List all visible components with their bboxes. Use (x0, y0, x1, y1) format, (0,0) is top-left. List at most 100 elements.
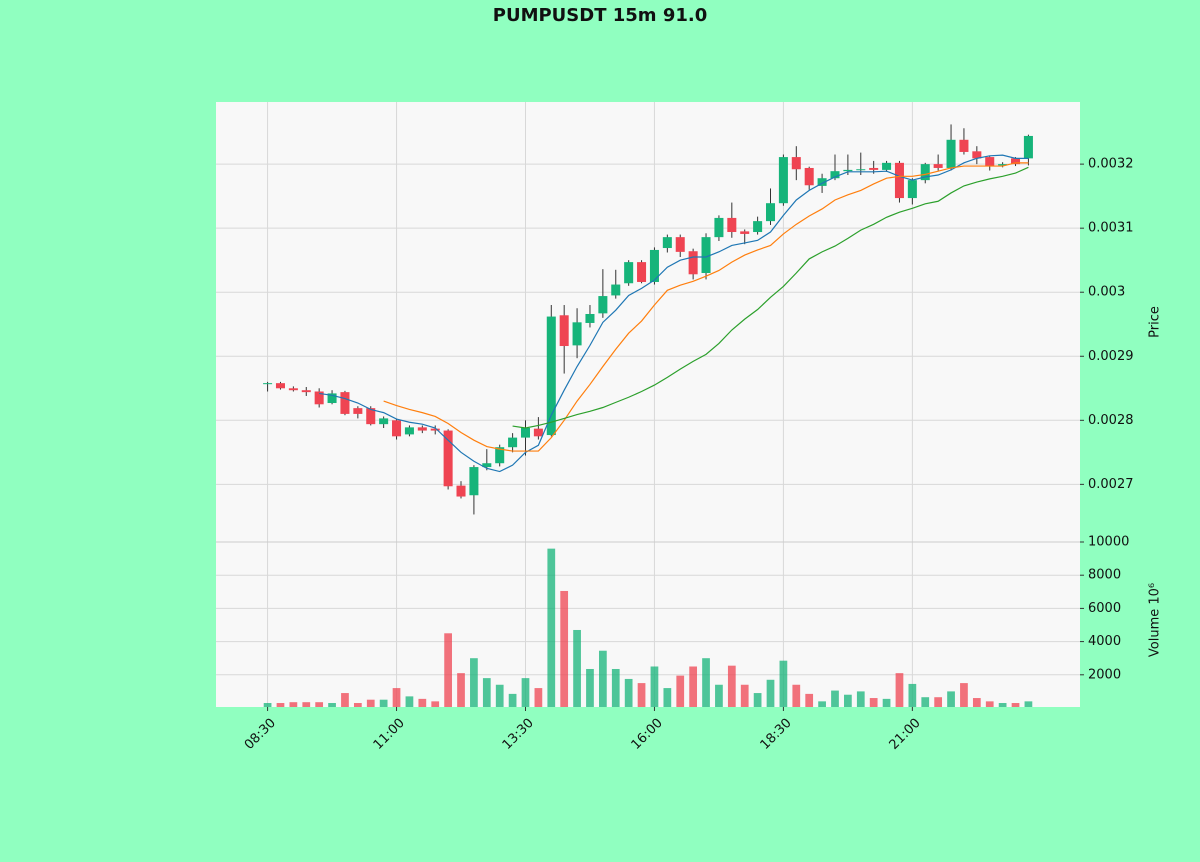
candle-body (263, 383, 273, 385)
volume-bar (766, 679, 775, 707)
candle-body (843, 169, 853, 172)
candle-body (469, 467, 479, 496)
candle-body (1011, 158, 1021, 165)
candle-body (340, 392, 350, 414)
candle-body (959, 139, 969, 152)
candle-body (379, 418, 389, 425)
volume-bar (921, 697, 930, 707)
volume-bar (534, 688, 543, 707)
candle-body (585, 313, 595, 323)
volume-bar (328, 703, 336, 707)
volume-axis-label: Volume 10⁶ (1148, 583, 1163, 657)
volume-bar (598, 650, 607, 707)
volume-bar (998, 703, 1007, 707)
candle-body (688, 251, 698, 275)
volume-bar (856, 691, 865, 707)
volume-bar (547, 548, 556, 707)
moving-average-line (383, 162, 1029, 452)
volume-bar (805, 693, 814, 707)
candle-body (482, 463, 492, 468)
candle-body (314, 391, 324, 405)
candle-body (830, 171, 840, 179)
candle-body (907, 180, 917, 199)
volume-bar (715, 684, 723, 707)
volume-bar (431, 701, 440, 707)
moving-average-line (319, 154, 1029, 473)
candle-body (894, 162, 904, 199)
volume-bar (650, 666, 659, 707)
volume-bar (985, 701, 994, 707)
candle-body (791, 157, 801, 170)
volume-bar (624, 678, 633, 707)
candle-body (882, 162, 892, 170)
y-tick-label: 10000 (1088, 535, 1129, 550)
volume-bar (470, 658, 478, 707)
volume-bar (960, 683, 968, 707)
candle-body (933, 164, 943, 168)
volume-bar (573, 629, 581, 707)
candle-body (301, 390, 311, 393)
volume-bar (637, 683, 646, 707)
candle-body (753, 221, 763, 233)
candle-body (804, 167, 814, 186)
volume-bar (972, 698, 981, 707)
y-tick-label: 0.0028 (1088, 413, 1134, 428)
volume-bar (379, 699, 388, 707)
candle-body (611, 284, 621, 296)
volume-bar (934, 697, 943, 707)
candle-body (778, 157, 788, 204)
candle-body (649, 249, 659, 282)
y-tick-label: 0.0032 (1088, 157, 1134, 172)
candle-body (920, 164, 930, 181)
volume-bar (908, 683, 917, 707)
volume-bar (482, 678, 491, 707)
volume-bar (302, 702, 311, 707)
volume-bar (405, 696, 414, 707)
volume-bar (882, 698, 891, 707)
volume-bar (689, 666, 698, 707)
volume-bar (263, 703, 272, 707)
moving-average-line (512, 166, 1029, 429)
volume-bar (521, 678, 530, 707)
volume-bar (418, 698, 427, 707)
candle-body (572, 322, 582, 346)
candle-body (288, 388, 298, 391)
y-tick-label: 6000 (1088, 601, 1121, 616)
volume-bar (727, 665, 736, 707)
y-tick-label: 0.003 (1088, 285, 1125, 300)
candle-body (727, 217, 737, 233)
candle-body (353, 408, 363, 414)
candle-body (714, 217, 724, 238)
volume-bar (1024, 701, 1033, 707)
volume-bar (895, 673, 904, 707)
candle-body (508, 437, 518, 448)
candle-body (456, 485, 466, 497)
candle-body (985, 157, 995, 167)
price-axis-label: Price (1148, 306, 1163, 338)
candle-body (637, 262, 647, 282)
volume-bar (508, 693, 517, 707)
volume-bar (818, 701, 826, 707)
chart-title: PUMPUSDT 15m 91.0 (493, 5, 707, 26)
candle-body (1023, 135, 1033, 159)
candle-body (430, 428, 440, 431)
y-tick-label: 8000 (1088, 568, 1121, 583)
volume-bar (844, 694, 852, 707)
volume-bar (392, 688, 401, 707)
candle-body (417, 427, 427, 431)
volume-bar (611, 668, 620, 707)
volume-bar (341, 693, 349, 707)
volume-bar (869, 698, 878, 707)
volume-bar (353, 703, 362, 707)
candle-body (495, 447, 505, 464)
candle-body (559, 315, 569, 347)
volume-bar (289, 702, 298, 707)
candle-body (598, 296, 608, 314)
candle-body (972, 151, 982, 159)
volume-bar (586, 668, 594, 707)
candle-body (869, 167, 879, 170)
volume-bar (663, 688, 672, 707)
candle-body (675, 237, 685, 252)
y-tick-label: 0.0029 (1088, 349, 1134, 364)
